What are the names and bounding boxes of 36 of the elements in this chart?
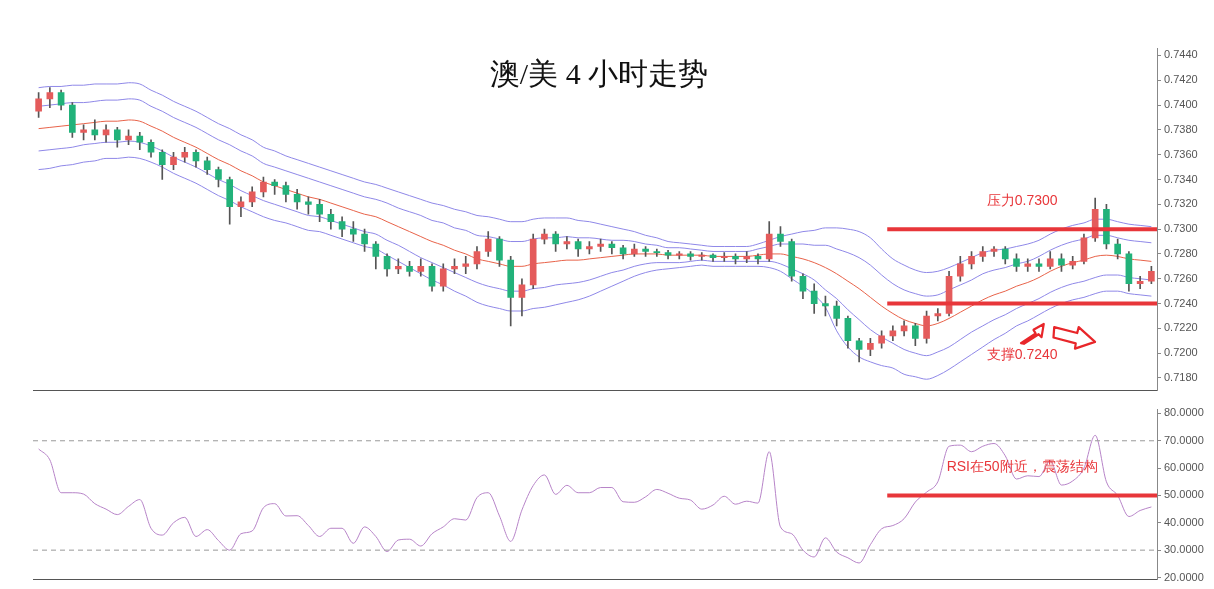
y-tick-label: 0.7420	[1164, 73, 1198, 86]
y-tick-label: 0.7220	[1164, 321, 1198, 334]
candlestick	[394, 258, 402, 275]
line-series	[38, 156, 1152, 380]
candlestick	[698, 252, 706, 261]
chart-title: 澳/美 4 小时走势	[489, 56, 709, 90]
y-tick-label: 20.0000	[1164, 570, 1204, 583]
candlestick	[720, 252, 728, 262]
y-tick-label: 0.7440	[1164, 48, 1198, 61]
candlestick	[653, 248, 661, 257]
candlestick	[462, 256, 470, 275]
candlestick	[675, 251, 683, 260]
y-tick-label: 0.7240	[1164, 296, 1198, 309]
y-tick-label: 30.0000	[1164, 543, 1204, 556]
y-tick-label: 0.7380	[1164, 122, 1198, 135]
y-tick-label: 0.7260	[1164, 271, 1198, 284]
line-series	[38, 434, 1152, 564]
ref-line-label: 压力0.7300	[986, 191, 1058, 208]
legend-label: 支撑0.7240	[986, 346, 1058, 363]
y-tick-label: 0.7200	[1164, 346, 1198, 359]
y-tick-label: 80.0000	[1164, 406, 1204, 419]
y-tick-label: 60.0000	[1164, 461, 1204, 474]
ref-line-label: RSI在50附近，震荡结构	[946, 458, 1098, 475]
y-tick-label: 0.7340	[1164, 172, 1198, 185]
y-tick-label: 70.0000	[1164, 433, 1204, 446]
y-tick-label: 40.0000	[1164, 515, 1204, 528]
candlestick	[934, 308, 942, 322]
y-tick-label: 0.7360	[1164, 147, 1198, 160]
y-tick-label: 0.7400	[1164, 98, 1198, 111]
candlestick	[743, 251, 751, 263]
y-tick-label: 0.7280	[1164, 246, 1198, 259]
y-tick-label: 0.7320	[1164, 197, 1198, 210]
y-tick-label: 0.7300	[1164, 222, 1198, 235]
y-tick-label: 50.0000	[1164, 488, 1204, 501]
y-tick-label: 0.7180	[1164, 371, 1198, 384]
candlestick	[1024, 258, 1032, 272]
